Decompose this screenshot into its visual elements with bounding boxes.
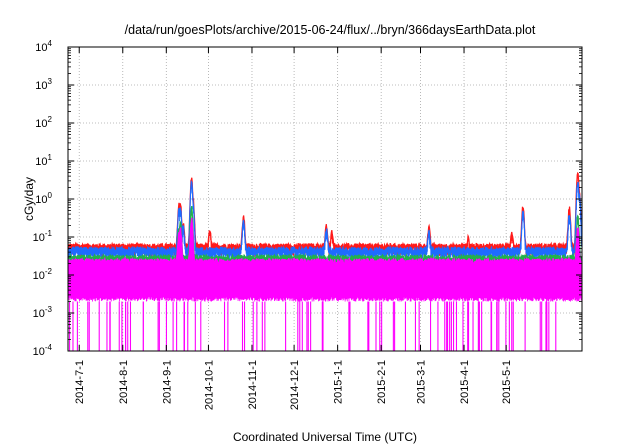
y-tick-label: 104 (35, 39, 52, 54)
y-tick-label: 102 (35, 115, 52, 130)
x-tick-label: 2015-2-1 (376, 360, 388, 404)
y-tick-label: 10-4 (33, 343, 53, 358)
y-tick-label: 101 (35, 153, 52, 168)
series-1-line (67, 179, 583, 255)
x-tick-label: 2014-9-1 (161, 360, 173, 404)
y-tick-label: 103 (35, 77, 52, 92)
x-axis-label: Coordinated Universal Time (UTC) (233, 430, 417, 444)
x-tick-label: 2014-11-1 (247, 360, 259, 409)
y-tick-label: 10-3 (33, 305, 53, 320)
x-tick-label: 2015-4-1 (459, 360, 471, 404)
y-tick-label: 10-1 (33, 229, 53, 244)
x-tick-label: 2015-3-1 (415, 360, 427, 404)
x-tick-label: 2014-10-1 (203, 360, 215, 410)
ticks (68, 46, 582, 352)
x-tick-label: 2014-8-1 (118, 360, 130, 404)
y-axis-label: cGy/day (22, 177, 36, 221)
chart-title: /data/run/goesPlots/archive/2015-06-24/f… (125, 23, 536, 37)
series-3-line (67, 217, 583, 266)
y-tick-labels: 10-4 10-3 10-2 10-1 100 101 102 103 104 (33, 39, 53, 358)
x-tick-label: 2014-12-1 (289, 360, 301, 410)
x-tick-label: 2015-5-1 (501, 360, 513, 404)
series-group (67, 171, 583, 351)
y-tick-label: 100 (35, 191, 52, 206)
x-tick-label: 2015-1-1 (333, 360, 345, 404)
x-tick-label: 2014-7-1 (74, 360, 86, 404)
series-3-dropouts (69, 301, 557, 351)
y-tick-label: 10-2 (33, 267, 53, 282)
x-tick-labels: 2014-7-1 2014-8-1 2014-9-1 2014-10-1 2014-11… (74, 360, 513, 410)
